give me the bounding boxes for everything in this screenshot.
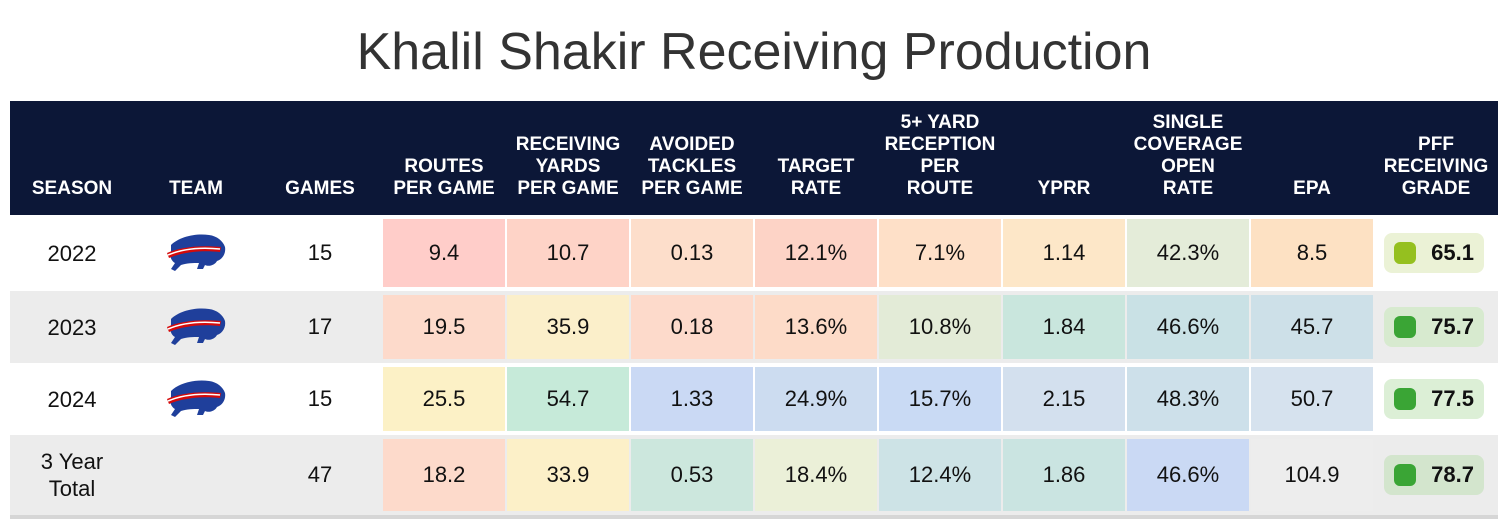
table-row: 2023 17 19.5 35.9 0.18 13.6% 10.8% 1.84 46.6% 45.… bbox=[10, 291, 1498, 363]
epa-cell: 50.7 bbox=[1251, 367, 1373, 431]
grade-color-swatch bbox=[1394, 464, 1416, 486]
routes-cell: 25.5 bbox=[383, 367, 505, 431]
epa-cell: 104.9 bbox=[1251, 439, 1373, 511]
grade-cell: 75.7 bbox=[1374, 291, 1498, 363]
yprr-cell: 1.86 bbox=[1003, 439, 1125, 511]
games-cell: 15 bbox=[307, 386, 333, 411]
target-cell: 24.9% bbox=[755, 367, 877, 431]
fiveplus-cell: 15.7% bbox=[879, 367, 1001, 431]
avoided-cell: 1.33 bbox=[631, 367, 753, 431]
team-logo-cell bbox=[134, 291, 258, 363]
target-cell: 12.1% bbox=[755, 219, 877, 287]
table-bottom-border bbox=[10, 515, 1498, 519]
header-yards: RECEIVING YARDS PER GAME bbox=[515, 134, 621, 199]
season-cell: 3 Year Total bbox=[40, 449, 104, 501]
routes-cell: 19.5 bbox=[383, 295, 505, 359]
grade-color-swatch bbox=[1394, 316, 1416, 338]
header-fiveplus: 5+ YARD RECEPTION PER ROUTE bbox=[884, 112, 996, 199]
single-cell: 48.3% bbox=[1127, 367, 1249, 431]
header-routes: ROUTES PER GAME bbox=[393, 156, 495, 199]
yards-cell: 54.7 bbox=[507, 367, 629, 431]
yards-cell: 10.7 bbox=[507, 219, 629, 287]
fiveplus-cell: 12.4% bbox=[879, 439, 1001, 511]
bills-logo-icon bbox=[165, 379, 227, 419]
grade-badge: 77.5 bbox=[1384, 379, 1484, 419]
season-cell: 2022 bbox=[47, 240, 97, 266]
table-row: 2024 15 25.5 54.7 1.33 24.9% 15.7% 2.15 48.3% 50.… bbox=[10, 363, 1498, 435]
bills-logo-icon bbox=[165, 307, 227, 347]
header-team: TEAM bbox=[169, 178, 223, 199]
target-cell: 13.6% bbox=[755, 295, 877, 359]
header-epa: EPA bbox=[1293, 178, 1331, 199]
header-single: SINGLE COVERAGE OPEN RATE bbox=[1133, 112, 1243, 199]
bills-logo-icon bbox=[165, 233, 227, 273]
header-avoided: AVOIDED TACKLES PER GAME bbox=[641, 134, 743, 199]
header-games: GAMES bbox=[285, 178, 355, 199]
grade-cell: 65.1 bbox=[1374, 215, 1498, 291]
games-cell: 17 bbox=[307, 314, 333, 339]
grade-value: 65.1 bbox=[1431, 240, 1474, 265]
grade-color-swatch bbox=[1394, 242, 1416, 264]
routes-cell: 9.4 bbox=[383, 219, 505, 287]
season-cell: 2024 bbox=[47, 386, 97, 412]
header-grade: PFF RECEIVING GRADE bbox=[1383, 134, 1489, 199]
header-season: SEASON bbox=[31, 178, 113, 199]
fiveplus-cell: 7.1% bbox=[879, 219, 1001, 287]
avoided-cell: 0.18 bbox=[631, 295, 753, 359]
season-cell: 2023 bbox=[47, 314, 97, 340]
grade-cell: 78.7 bbox=[1374, 435, 1498, 515]
avoided-cell: 0.13 bbox=[631, 219, 753, 287]
epa-cell: 8.5 bbox=[1251, 219, 1373, 287]
grade-color-swatch bbox=[1394, 388, 1416, 410]
yards-cell: 35.9 bbox=[507, 295, 629, 359]
grade-value: 75.7 bbox=[1431, 314, 1474, 339]
games-cell: 15 bbox=[307, 240, 333, 265]
grade-badge: 75.7 bbox=[1384, 307, 1484, 347]
epa-cell: 45.7 bbox=[1251, 295, 1373, 359]
single-cell: 46.6% bbox=[1127, 439, 1249, 511]
team-logo-cell bbox=[134, 363, 258, 435]
yards-cell: 33.9 bbox=[507, 439, 629, 511]
grade-badge: 65.1 bbox=[1384, 233, 1484, 273]
yprr-cell: 1.14 bbox=[1003, 219, 1125, 287]
grade-value: 77.5 bbox=[1431, 386, 1474, 411]
single-cell: 46.6% bbox=[1127, 295, 1249, 359]
team-logo-cell bbox=[134, 435, 258, 515]
yprr-cell: 1.84 bbox=[1003, 295, 1125, 359]
grade-badge: 78.7 bbox=[1384, 455, 1484, 495]
avoided-cell: 0.53 bbox=[631, 439, 753, 511]
games-cell: 47 bbox=[307, 462, 333, 487]
table-row: 3 Year Total 47 18.2 33.9 0.53 18.4% 12.4% 1.86… bbox=[10, 435, 1498, 515]
chart-title: Khalil Shakir Receiving Production bbox=[356, 23, 1152, 81]
fiveplus-cell: 10.8% bbox=[879, 295, 1001, 359]
header-yprr: YPRR bbox=[1037, 178, 1091, 199]
table-header: SEASON TEAM GAMES ROUTES PER GAME RECEIVING … bbox=[10, 101, 1498, 215]
team-logo-cell bbox=[134, 215, 258, 291]
single-cell: 42.3% bbox=[1127, 219, 1249, 287]
grade-cell: 77.5 bbox=[1374, 363, 1498, 435]
table-row: 2022 15 9.4 10.7 0.13 12.1% 7.1% 1.14 42.3% 8.5 65… bbox=[10, 215, 1498, 291]
yprr-cell: 2.15 bbox=[1003, 367, 1125, 431]
target-cell: 18.4% bbox=[755, 439, 877, 511]
grade-value: 78.7 bbox=[1431, 462, 1474, 487]
header-target: TARGET RATE bbox=[777, 156, 855, 199]
routes-cell: 18.2 bbox=[383, 439, 505, 511]
